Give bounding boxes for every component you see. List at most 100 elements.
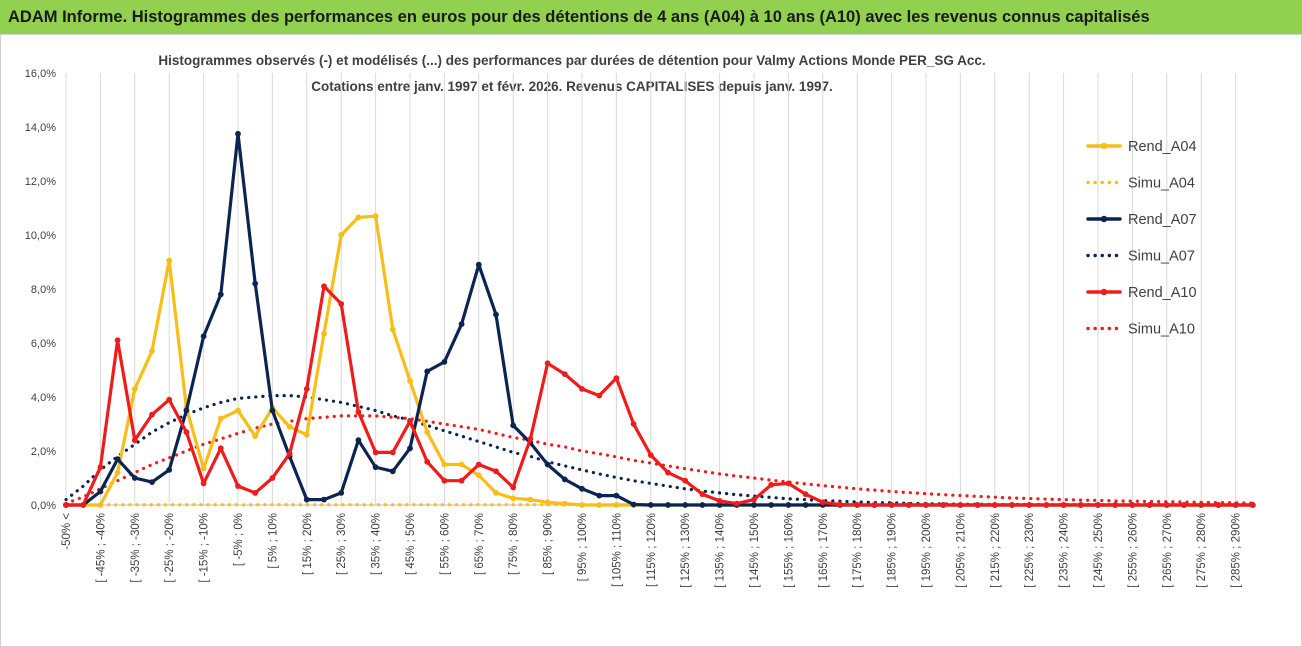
- data-point: [579, 502, 585, 508]
- data-point: [544, 461, 551, 468]
- data-point: [1043, 502, 1050, 508]
- legend-marker: [1100, 288, 1108, 296]
- data-point: [785, 480, 792, 487]
- y-tick-label: 8,0%: [31, 284, 56, 296]
- data-point: [751, 502, 757, 508]
- data-point: [699, 491, 706, 498]
- data-point: [768, 502, 775, 508]
- data-point: [785, 502, 792, 508]
- data-point: [1112, 502, 1119, 508]
- data-point: [613, 492, 620, 499]
- data-point: [321, 496, 327, 503]
- y-tick-label: 10,0%: [25, 230, 56, 242]
- data-point: [561, 476, 568, 483]
- data-point: [579, 485, 585, 492]
- chart-title-line-2: Cotations entre janv. 1997 et févr. 2026…: [311, 79, 832, 94]
- x-tick-label: [ 225% ; 230%: [1024, 513, 1036, 588]
- legend-label: Simu_A04: [1128, 176, 1195, 192]
- data-point: [768, 481, 775, 488]
- data-point: [303, 496, 310, 503]
- data-point: [527, 436, 534, 442]
- data-point: [131, 386, 138, 392]
- x-tick-label: [ 65% ; 70%: [474, 513, 486, 575]
- performance-histogram-chart: Histogrammes observés (-) et modélisés (…: [0, 34, 1302, 647]
- x-tick-label: [ -35% ; -30%: [130, 513, 142, 583]
- legend-marker: [1100, 142, 1108, 150]
- data-point: [355, 437, 362, 444]
- data-point: [131, 437, 138, 444]
- data-point: [1215, 502, 1222, 508]
- data-point: [286, 423, 293, 430]
- x-tick-label: [ 195% ; 200%: [921, 513, 933, 588]
- data-point: [63, 502, 69, 508]
- data-point: [424, 458, 431, 465]
- y-tick-label: 6,0%: [31, 338, 56, 350]
- data-point: [510, 495, 517, 502]
- x-tick-label: -50% <: [61, 513, 73, 550]
- x-tick-label: [ 115% ; 120%: [646, 513, 658, 587]
- data-point: [355, 409, 362, 415]
- x-tick-label: [ -5% ; 0%: [233, 513, 245, 566]
- x-tick-label: [ 135% ; 140%: [715, 513, 727, 588]
- data-point: [630, 501, 637, 508]
- data-point: [596, 502, 603, 508]
- data-point: [871, 502, 878, 508]
- data-point: [441, 359, 448, 365]
- chart-title-line-1: Histogrammes observés (-) et modélisés (…: [158, 53, 985, 68]
- data-point: [510, 422, 517, 429]
- data-point: [974, 502, 981, 508]
- series-line-rend-a10: [64, 284, 1255, 507]
- data-point: [372, 464, 379, 471]
- x-tick-label: [ 145% ; 150%: [749, 513, 761, 588]
- data-point: [493, 468, 499, 475]
- data-point: [751, 496, 757, 503]
- x-tick-label: [ -15% ; -10%: [199, 513, 211, 583]
- x-tick-label: [ 95% ; 100%: [577, 513, 589, 581]
- data-point: [149, 479, 155, 485]
- x-tick-label: [ 125% ; 130%: [680, 513, 692, 588]
- data-point: [338, 490, 345, 496]
- y-tick-label: 0,0%: [31, 500, 56, 512]
- data-point: [200, 465, 207, 472]
- data-point: [699, 502, 706, 508]
- data-point: [303, 431, 310, 438]
- data-point: [458, 461, 465, 468]
- data-point: [1146, 502, 1153, 508]
- x-tick-label: [ 245% ; 250%: [1093, 513, 1105, 588]
- x-tick-label: [ 265% ; 270%: [1162, 513, 1174, 588]
- x-tick-label: [ 15% ; 20%: [302, 513, 314, 575]
- legend-label: Rend_A10: [1128, 285, 1197, 301]
- data-point: [819, 499, 826, 506]
- data-point: [613, 502, 620, 508]
- data-point: [441, 477, 448, 484]
- gridlines: [65, 73, 1237, 505]
- data-point: [940, 502, 947, 508]
- data-point: [458, 321, 465, 327]
- x-tick-label: [ 275% ; 280%: [1196, 513, 1208, 588]
- data-point: [682, 477, 689, 484]
- data-point: [389, 326, 396, 333]
- legend-label: Simu_A07: [1128, 249, 1195, 265]
- x-tick-label: [ 185% ; 190%: [887, 513, 899, 588]
- data-point: [217, 291, 224, 298]
- data-point: [424, 368, 431, 375]
- legend: Rend_A04 Simu_A04 Rend_A07 Simu_A07 Rend_A10…: [1086, 139, 1197, 338]
- x-tick-label: [ -25% ; -20%: [164, 513, 176, 583]
- data-point: [114, 469, 121, 476]
- series-line-simu-a07: [64, 394, 1255, 507]
- data-point: [475, 261, 482, 268]
- data-point: [114, 456, 121, 462]
- x-tick-label: [ 205% ; 210%: [955, 513, 967, 588]
- data-point: [338, 301, 345, 307]
- data-point: [441, 461, 448, 468]
- data-point: [923, 502, 929, 508]
- data-point: [166, 467, 173, 473]
- data-point: [665, 502, 671, 508]
- series-group: [63, 130, 1256, 508]
- data-point: [131, 475, 138, 481]
- data-point: [991, 502, 998, 508]
- data-point: [544, 499, 551, 506]
- axes: 0,0% 2,0% 4,0% 6,0% 8,0% 10,0% 12,0% 14,0% 16,0%…: [25, 68, 1253, 588]
- data-point: [321, 283, 327, 290]
- data-point: [527, 496, 534, 503]
